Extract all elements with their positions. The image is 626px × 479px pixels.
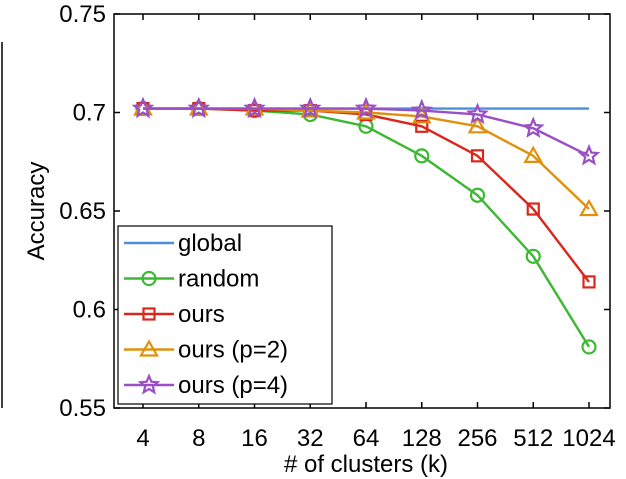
x-axis-label: # of clusters (k)	[284, 451, 448, 478]
x-tick-label: 1024	[562, 425, 615, 452]
data-point	[466, 102, 489, 125]
data-point	[577, 143, 601, 166]
legend-label: ours (p=4)	[178, 372, 288, 399]
legend-entry: ours (p=2)	[124, 337, 288, 364]
data-point	[415, 119, 429, 133]
x-tick-label: 256	[457, 425, 497, 452]
data-point	[582, 275, 596, 289]
series-line	[143, 107, 590, 157]
data-point	[410, 98, 434, 121]
y-tick-label: 0.7	[73, 100, 106, 127]
data-point	[298, 96, 322, 119]
data-point	[470, 149, 485, 163]
x-tick-label: 64	[353, 425, 380, 452]
data-point	[521, 116, 545, 138]
data-point	[581, 339, 597, 355]
data-point	[467, 116, 488, 134]
data-point	[523, 145, 544, 163]
legend-label: ours (p=2)	[178, 337, 288, 364]
data-point	[469, 187, 486, 203]
data-point	[526, 202, 540, 216]
data-point	[131, 96, 155, 119]
x-tick-label: 32	[297, 425, 324, 452]
data-point	[187, 96, 211, 119]
legend-marker	[142, 307, 156, 321]
data-point	[243, 96, 266, 119]
legend-label: random	[178, 266, 259, 293]
data-point	[579, 198, 599, 217]
y-tick-label: 0.65	[59, 198, 106, 225]
data-point	[414, 148, 430, 164]
data-point	[525, 248, 541, 264]
series-ours-p-4	[131, 96, 601, 166]
series-ours-p-2	[133, 98, 599, 217]
legend: global random ours ours (p=2) ours (p=4)	[117, 225, 333, 405]
x-tick-label: 16	[241, 425, 268, 452]
legend-entry: ours (p=4)	[124, 372, 288, 399]
legend-entry: random	[124, 266, 259, 293]
plot-area: 0.55 0.6 0.65 0.7 0.75 4 8 16 32 64 128 256 512 1024 #…	[23, 1, 616, 478]
x-tick-label: 8	[192, 425, 205, 452]
legend-marker	[139, 339, 159, 357]
legend-entry: global	[124, 230, 242, 257]
data-point	[354, 96, 378, 119]
x-tick-label: 128	[402, 425, 442, 452]
y-axis-label: Accuracy	[23, 162, 50, 261]
legend-entry: ours	[124, 301, 225, 328]
y-tick-label: 0.6	[73, 297, 106, 324]
x-tick-label: 4	[136, 425, 149, 452]
x-tick-label: 512	[513, 425, 553, 452]
legend-marker	[141, 270, 157, 287]
legend-label: ours	[178, 301, 225, 328]
series-line	[143, 107, 590, 210]
legend-marker	[137, 373, 161, 395]
legend-label: global	[178, 230, 242, 257]
y-tick-label: 0.75	[59, 1, 106, 28]
y-tick-label: 0.55	[59, 395, 106, 422]
